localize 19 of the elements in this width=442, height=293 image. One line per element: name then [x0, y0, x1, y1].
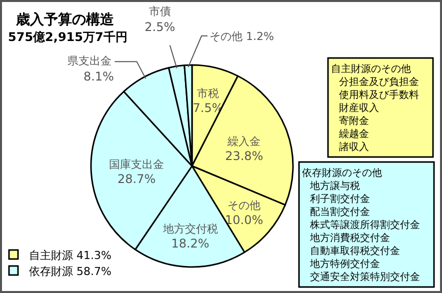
category-label: その他 1.2% — [210, 30, 274, 43]
slice-label: 市債 — [148, 5, 171, 18]
text: 歳入予算の構造 — [15, 12, 115, 28]
group-key: 自主財源 41.3% 依存財源 58.7% — [8, 249, 112, 278]
slice-label: 国庫支出金 — [109, 158, 164, 172]
slice-label: 繰入金 — [226, 134, 261, 148]
data-label: 10.0% — [225, 212, 264, 227]
slice-label: 県支出金 — [68, 54, 112, 68]
note-box: 依存財源のその他 地方譲与税 利子割交付金 配当割交付金 株式等譲渡所得割交付金 地方消費税交付金 自動車取得税交付金 地方特例交付金 交通安全対策特別交付金 — [298, 161, 435, 288]
text: 575億2,915万7千円 — [8, 30, 128, 44]
data-label: 18.2% — [171, 236, 210, 251]
data-label: 2.5% — [144, 20, 176, 34]
slice-label: その他 — [228, 198, 261, 212]
note-box: 自主財源のその他 分担金及び負担金 使用料及び手数料 財産収入 寄附金 繰越金 諸収入 — [327, 57, 434, 158]
slice-label: 地方交付税 — [162, 222, 218, 236]
data-label: 28.7% — [118, 172, 156, 186]
data-label: 23.8% — [225, 148, 264, 163]
slice-label: 市税 — [197, 87, 220, 100]
data-label: 8.1% — [83, 70, 114, 84]
